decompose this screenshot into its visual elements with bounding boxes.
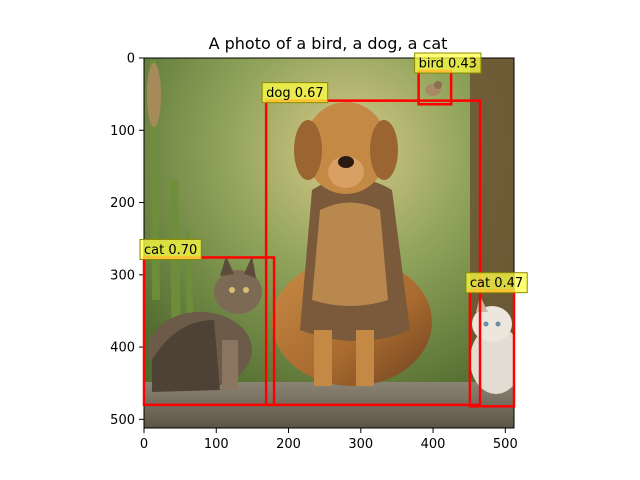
detection-label: bird 0.43 xyxy=(419,57,477,72)
y-tick-label: 500 xyxy=(110,413,135,428)
figure-title: A photo of a bird, a dog, a cat xyxy=(209,34,448,53)
axis-ticks: 0 100 200 300 400 500 0 100 200 300 400 500 xyxy=(110,52,518,453)
detection-label-background xyxy=(261,82,329,104)
y-tick-label: 200 xyxy=(110,196,135,211)
y-tick-label: 100 xyxy=(110,124,135,139)
detection-box xyxy=(264,99,482,407)
detection-label-background xyxy=(414,52,482,74)
x-tick-label: 200 xyxy=(276,437,301,452)
detection-label: dog 0.67 xyxy=(266,86,324,101)
y-tick-label: 0 xyxy=(127,52,135,67)
x-tick-label: 0 xyxy=(140,437,148,452)
x-tick-label: 300 xyxy=(348,437,373,452)
y-tick-label: 300 xyxy=(110,268,135,283)
detection-label-background xyxy=(465,272,528,294)
detection-labels: dog 0.67 bird 0.43 cat 0.70 cat 0.47 xyxy=(139,52,528,294)
detection-label: cat 0.47 xyxy=(470,276,523,291)
bird-figure xyxy=(425,81,442,96)
dog-figure xyxy=(272,102,432,386)
detection-label: cat 0.70 xyxy=(144,243,197,258)
detection-label-background xyxy=(139,238,202,260)
y-tick-label: 400 xyxy=(110,341,135,356)
x-tick-label: 400 xyxy=(421,437,446,452)
detection-box xyxy=(142,256,276,407)
x-tick-label: 100 xyxy=(204,437,229,452)
x-tick-label: 500 xyxy=(493,437,518,452)
cat-figure-left xyxy=(148,256,262,392)
